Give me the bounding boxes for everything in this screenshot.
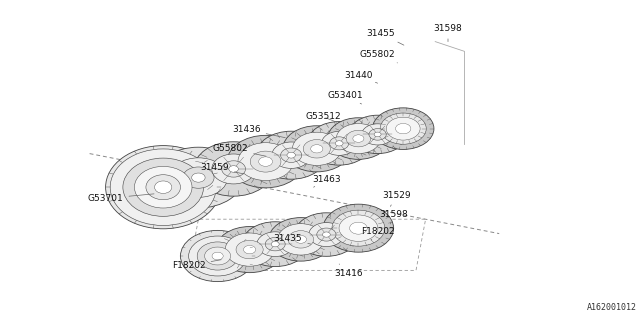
Ellipse shape (212, 252, 223, 260)
Text: 31598: 31598 (380, 210, 408, 224)
Ellipse shape (288, 231, 314, 248)
Ellipse shape (256, 131, 326, 179)
Ellipse shape (216, 227, 284, 273)
Ellipse shape (396, 124, 411, 134)
Text: 31436: 31436 (232, 125, 285, 138)
Text: G55802: G55802 (360, 50, 397, 63)
Ellipse shape (155, 181, 172, 193)
Text: 31440: 31440 (344, 71, 378, 83)
Text: 31416: 31416 (335, 264, 363, 278)
Ellipse shape (287, 152, 296, 158)
Text: G55802: G55802 (212, 144, 266, 156)
Ellipse shape (346, 130, 371, 147)
Ellipse shape (328, 118, 389, 159)
Ellipse shape (106, 146, 221, 229)
Ellipse shape (243, 245, 256, 254)
Ellipse shape (221, 161, 246, 177)
Ellipse shape (250, 151, 281, 172)
Ellipse shape (238, 143, 293, 180)
Ellipse shape (183, 167, 214, 188)
Ellipse shape (372, 108, 434, 149)
Ellipse shape (283, 126, 351, 172)
Ellipse shape (353, 135, 364, 142)
Ellipse shape (169, 158, 228, 197)
Ellipse shape (257, 232, 294, 257)
Ellipse shape (295, 236, 307, 243)
Ellipse shape (236, 240, 263, 259)
Ellipse shape (110, 149, 216, 226)
Text: G53701: G53701 (88, 194, 154, 203)
Ellipse shape (335, 141, 343, 146)
Ellipse shape (146, 175, 180, 200)
Ellipse shape (272, 142, 310, 168)
Ellipse shape (227, 135, 304, 188)
Ellipse shape (380, 113, 426, 144)
Text: 31459: 31459 (200, 164, 244, 174)
Ellipse shape (336, 124, 381, 154)
Ellipse shape (265, 237, 285, 251)
Text: G53401: G53401 (328, 92, 364, 104)
Ellipse shape (369, 129, 386, 140)
Ellipse shape (339, 215, 378, 241)
Ellipse shape (349, 222, 367, 234)
Ellipse shape (229, 166, 238, 172)
Text: 31529: 31529 (383, 191, 411, 206)
Ellipse shape (212, 154, 255, 184)
Text: 31455: 31455 (367, 29, 404, 45)
Text: A162001012: A162001012 (587, 303, 637, 312)
Text: G53512: G53512 (305, 112, 341, 122)
Text: F18202: F18202 (361, 228, 394, 240)
Ellipse shape (362, 124, 394, 145)
Ellipse shape (317, 228, 336, 241)
Ellipse shape (330, 137, 349, 150)
Ellipse shape (242, 222, 308, 267)
Text: 31463: 31463 (312, 175, 340, 187)
Text: 31598: 31598 (434, 24, 462, 42)
Ellipse shape (154, 147, 243, 208)
Ellipse shape (197, 242, 238, 270)
Ellipse shape (269, 218, 333, 261)
Ellipse shape (280, 148, 302, 162)
Ellipse shape (332, 210, 385, 246)
Ellipse shape (180, 230, 255, 282)
Ellipse shape (271, 242, 279, 247)
Ellipse shape (307, 122, 371, 165)
Ellipse shape (303, 140, 330, 158)
Ellipse shape (387, 117, 420, 140)
Text: 31435: 31435 (274, 234, 311, 244)
Ellipse shape (225, 233, 274, 266)
Ellipse shape (278, 224, 324, 255)
Ellipse shape (310, 145, 323, 153)
Ellipse shape (349, 115, 406, 154)
Ellipse shape (322, 132, 357, 155)
Ellipse shape (323, 232, 330, 237)
Ellipse shape (294, 213, 358, 256)
Ellipse shape (134, 166, 192, 208)
Ellipse shape (194, 142, 273, 196)
Ellipse shape (292, 132, 341, 165)
Ellipse shape (374, 132, 381, 137)
Ellipse shape (323, 204, 394, 252)
Text: F18202: F18202 (172, 260, 221, 270)
Ellipse shape (123, 158, 204, 216)
Ellipse shape (192, 173, 205, 182)
Ellipse shape (308, 223, 344, 246)
Ellipse shape (259, 157, 273, 166)
Ellipse shape (189, 236, 246, 276)
Ellipse shape (205, 247, 230, 265)
